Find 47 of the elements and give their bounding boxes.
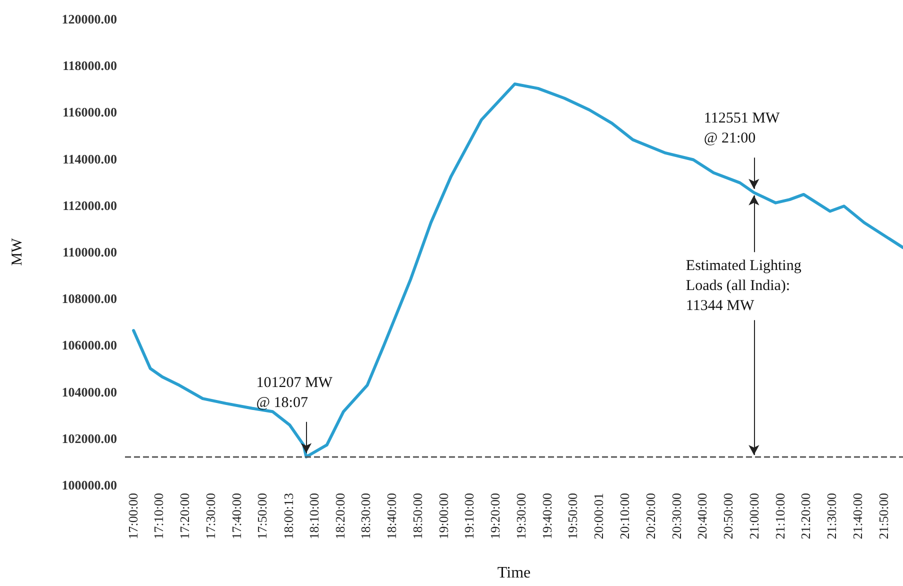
y-tick-label: 120000.00	[62, 12, 117, 26]
x-tick-label: 18:00:13	[281, 493, 296, 540]
annotation: Estimated Lighting Loads (all India): 11344 MW	[686, 258, 802, 314]
x-tick-label: 19:10:00	[462, 493, 477, 540]
x-tick-label: 20:50:00	[720, 493, 736, 540]
y-tick-label: 110000.00	[62, 244, 117, 260]
y-tick-label: 112000.00	[62, 198, 117, 213]
y-axis-title: MW	[10, 237, 26, 266]
x-tick-label: 21:00:00	[746, 493, 762, 540]
x-tick-label: 19:00:00	[436, 493, 451, 540]
x-tick-label: 17:00:00	[125, 493, 140, 540]
x-tick-label: 21:50:00	[876, 493, 891, 540]
x-tick-label: 20:10:00	[617, 493, 632, 540]
line-series	[132, 82, 903, 458]
x-tick-label: 21:30:00	[824, 493, 840, 540]
x-tick-label: 18:40:00	[384, 493, 400, 540]
x-tick-label: 20:30:00	[668, 493, 684, 540]
x-tick-label: 19:50:00	[565, 493, 580, 540]
y-tick-label: 116000.00	[62, 104, 117, 120]
y-tick-label: 114000.00	[62, 151, 117, 166]
y-tick-label: 118000.00	[62, 58, 117, 74]
x-tick-label: 17:30:00	[202, 493, 218, 540]
x-tick-label: 21:20:00	[798, 493, 814, 540]
annotation: 101207 MW @ 18:07	[256, 374, 334, 411]
x-tick-label: 18:50:00	[410, 493, 425, 540]
x-tick-label: 17:10:00	[151, 493, 166, 540]
annotation: 112551 MW @ 21:00	[704, 110, 780, 147]
x-tick-label: 20:00:01	[591, 493, 606, 540]
x-tick-label: 19:20:00	[488, 493, 503, 540]
x-tick-label: 21:10:00	[772, 493, 788, 540]
x-tick-label: 19:30:00	[513, 493, 528, 540]
y-tick-label: 102000.00	[62, 430, 117, 446]
x-tick-label: 17:20:00	[177, 493, 192, 540]
y-tick-label: 100000.00	[62, 478, 117, 492]
x-tick-label: 20:20:00	[642, 493, 658, 540]
x-tick-label: 18:20:00	[332, 493, 348, 540]
y-tick-label: 104000.00	[62, 384, 117, 400]
x-tick-label: 19:40:00	[539, 493, 554, 540]
x-tick-label: 18:10:00	[306, 493, 322, 540]
y-tick-label: 106000.00	[62, 338, 117, 353]
x-axis-title: Time	[497, 564, 531, 582]
y-tick-label: 108000.00	[62, 291, 117, 306]
x-tick-label: 17:50:00	[254, 493, 270, 540]
x-tick-label: 17:40:00	[228, 493, 244, 540]
x-tick-label: 20:40:00	[694, 493, 710, 540]
x-tick-label: 18:30:00	[358, 493, 374, 540]
x-tick-label: 21:40:00	[850, 493, 865, 540]
